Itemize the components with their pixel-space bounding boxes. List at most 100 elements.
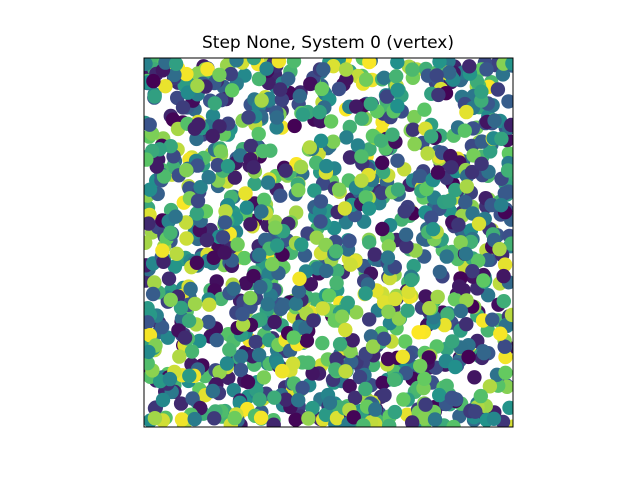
- vertex-point: [495, 67, 511, 82]
- vertex-point: [381, 304, 396, 319]
- vertex-point: [505, 58, 513, 71]
- vertex-point: [288, 296, 304, 311]
- vertex-point: [349, 99, 364, 114]
- vertex-point: [175, 100, 191, 115]
- vertex-point: [319, 158, 334, 174]
- vertex-point: [401, 284, 416, 300]
- vertex-point: [444, 390, 460, 405]
- vertex-point: [306, 313, 321, 328]
- vertex-point: [398, 334, 413, 349]
- vertex-point: [303, 277, 318, 292]
- vertex-point: [407, 136, 422, 152]
- vertex-point: [497, 257, 513, 272]
- vertex-point: [276, 297, 291, 313]
- vertex-point: [144, 182, 158, 197]
- vertex-point: [452, 409, 467, 424]
- vertex-point: [179, 163, 194, 178]
- vertex-point: [474, 84, 489, 99]
- vertex-point: [189, 206, 205, 221]
- vertex-point: [385, 127, 400, 142]
- vertex-point: [301, 355, 316, 370]
- vertex-point: [160, 330, 175, 345]
- vertex-point: [307, 183, 322, 198]
- vertex-point: [390, 98, 405, 114]
- vertex-point: [144, 117, 157, 132]
- vertex-point: [468, 404, 483, 419]
- vertex-point: [292, 88, 307, 104]
- vertex-point: [322, 395, 338, 411]
- vertex-point: [439, 249, 454, 264]
- vertex-point: [487, 113, 502, 128]
- vertex-point: [315, 335, 330, 351]
- vertex-point: [273, 82, 288, 97]
- vertex-point: [172, 349, 187, 364]
- vertex-point: [362, 312, 377, 327]
- vertex-point: [265, 257, 280, 272]
- vertex-point: [347, 390, 363, 405]
- axes-frame: [143, 57, 514, 428]
- vertex-point: [227, 170, 242, 185]
- vertex-point: [184, 344, 200, 359]
- vertex-point: [494, 198, 509, 213]
- vertex-point: [235, 306, 250, 322]
- vertex-point: [193, 180, 208, 195]
- vertex-point: [399, 239, 414, 254]
- vertex-point: [217, 215, 233, 230]
- vertex-point: [241, 110, 256, 125]
- vertex-point: [318, 407, 333, 422]
- vertex-point: [145, 286, 161, 302]
- vertex-point: [497, 186, 512, 201]
- vertex-point: [146, 73, 161, 89]
- vertex-point: [177, 330, 193, 345]
- vertex-point: [458, 194, 473, 210]
- vertex-point: [149, 159, 164, 174]
- vertex-point: [464, 164, 480, 180]
- vertex-point: [182, 368, 197, 383]
- vertex-point: [273, 188, 288, 203]
- vertex-point: [330, 263, 345, 278]
- vertex-point: [144, 356, 155, 371]
- vertex-point: [202, 297, 217, 312]
- vertex-point: [463, 234, 479, 250]
- vertex-point: [200, 61, 215, 77]
- vertex-point: [281, 71, 296, 87]
- vertex-point: [496, 268, 511, 284]
- vertex-point: [205, 128, 220, 144]
- vertex-point: [340, 295, 355, 310]
- vertex-point: [201, 314, 216, 330]
- vertex-point: [504, 307, 513, 323]
- vertex-point: [431, 87, 446, 103]
- vertex-point: [223, 66, 239, 82]
- vertex-point: [207, 411, 222, 426]
- vertex-point: [169, 246, 184, 261]
- vertex-point: [380, 250, 396, 265]
- vertex-point: [474, 156, 489, 171]
- vertex-point: [246, 58, 262, 66]
- vertex-point: [291, 284, 307, 299]
- vertex-point: [420, 146, 435, 161]
- vertex-point: [286, 330, 301, 345]
- vertex-point: [331, 81, 347, 97]
- vertex-point: [404, 272, 419, 288]
- vertex-point: [362, 235, 377, 250]
- vertex-point: [217, 245, 232, 260]
- vertex-point: [267, 314, 282, 330]
- vertex-point: [301, 411, 316, 426]
- vertex-point: [405, 122, 421, 137]
- vertex-point: [312, 104, 327, 120]
- vertex-point: [354, 173, 369, 188]
- vertex-point: [375, 375, 390, 390]
- vertex-point: [329, 351, 344, 367]
- vertex-point: [458, 246, 474, 262]
- vertex-point: [338, 364, 353, 379]
- vertex-point: [498, 349, 513, 365]
- vertex-point: [252, 392, 267, 407]
- vertex-point: [338, 322, 353, 338]
- vertex-point: [163, 292, 178, 307]
- vertex-point: [349, 305, 364, 320]
- vertex-point: [343, 343, 358, 359]
- vertex-point: [207, 96, 222, 111]
- vertex-point: [233, 362, 249, 378]
- vertex-point: [190, 158, 205, 173]
